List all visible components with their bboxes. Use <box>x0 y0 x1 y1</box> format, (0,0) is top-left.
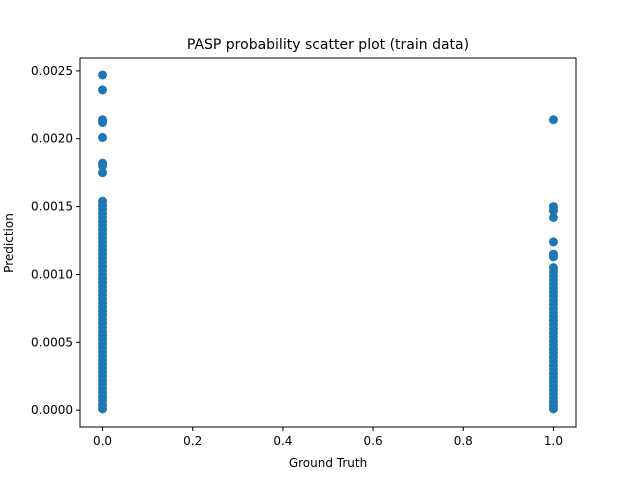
y-tick-label: 0.0010 <box>31 267 73 281</box>
data-point <box>98 168 108 178</box>
x-tick-label: 1.0 <box>544 434 563 448</box>
chart-title: PASP probability scatter plot (train dat… <box>187 37 469 53</box>
data-point <box>98 404 108 414</box>
data-point <box>548 115 558 125</box>
data-points <box>98 70 558 414</box>
y-axis-label: Prediction <box>2 213 16 273</box>
data-point <box>98 161 108 171</box>
x-tick-label: 0.0 <box>93 434 112 448</box>
data-point <box>98 117 108 127</box>
data-point <box>548 404 558 414</box>
data-point <box>548 212 558 222</box>
data-point <box>548 206 558 216</box>
x-tick-label: 0.2 <box>183 434 202 448</box>
data-point <box>98 85 108 95</box>
x-axis-ticks: 0.0 0.2 0.4 0.6 0.8 1.0 <box>93 427 563 448</box>
data-point <box>548 252 558 262</box>
y-axis-ticks: 0.0000 0.0005 0.0010 0.0015 0.0020 0.0025 <box>31 64 80 417</box>
y-tick-label: 0.0000 <box>31 403 73 417</box>
y-tick-label: 0.0025 <box>31 64 73 78</box>
data-point <box>98 70 108 80</box>
x-tick-label: 0.8 <box>454 434 473 448</box>
x-tick-label: 0.4 <box>273 434 292 448</box>
x-tick-label: 0.6 <box>364 434 383 448</box>
y-tick-label: 0.0020 <box>31 132 73 146</box>
y-tick-label: 0.0015 <box>31 200 73 214</box>
data-point <box>98 132 108 142</box>
plot-frame <box>79 57 577 428</box>
x-axis-label: Ground Truth <box>289 456 367 470</box>
data-point <box>548 237 558 247</box>
y-tick-label: 0.0005 <box>31 335 73 349</box>
